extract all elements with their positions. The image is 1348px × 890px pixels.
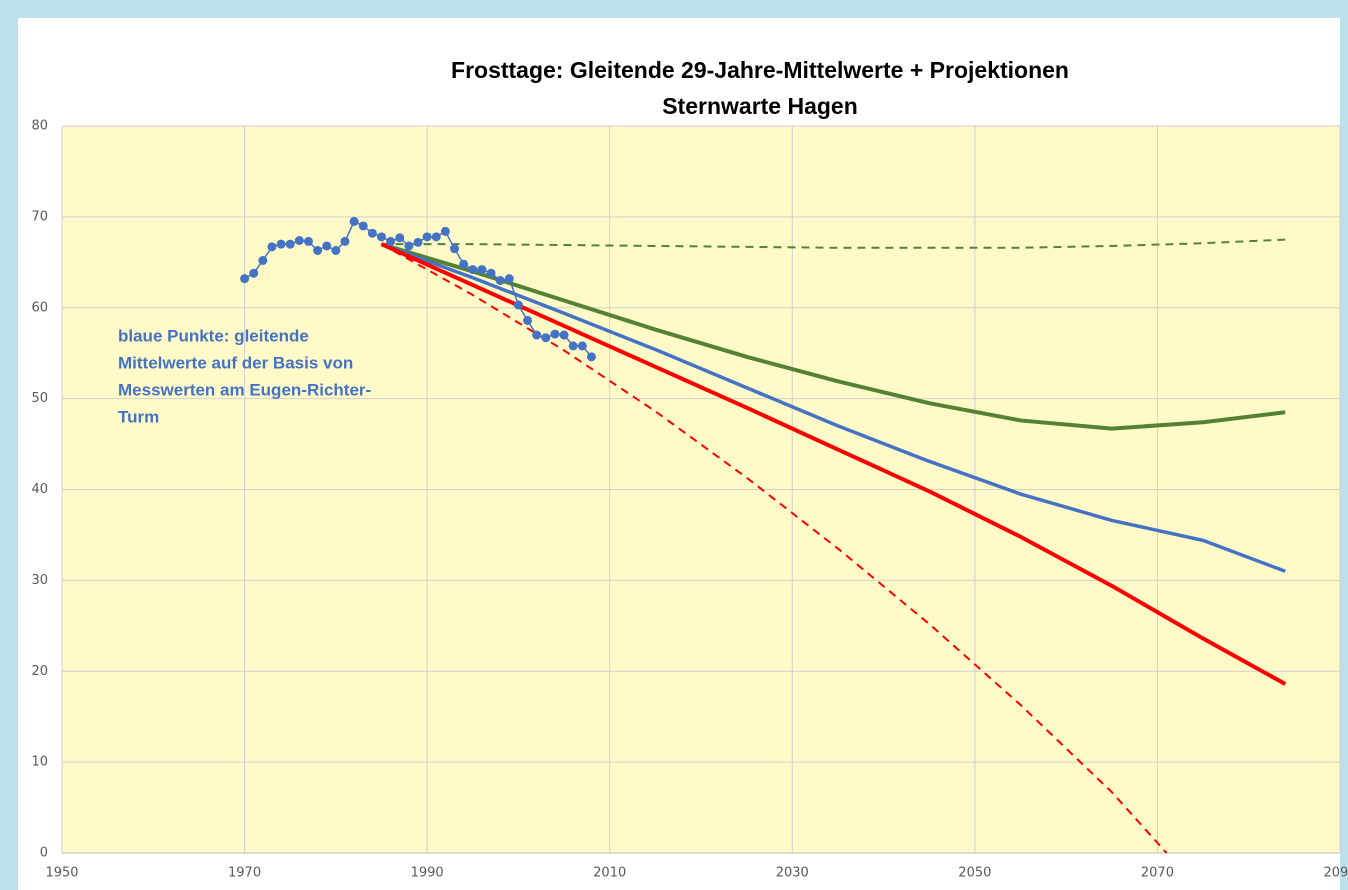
data-point	[550, 329, 560, 339]
data-point	[413, 237, 423, 247]
data-point	[459, 259, 469, 269]
data-point	[386, 236, 396, 246]
data-point	[367, 228, 377, 238]
annotation: blaue Punkte: gleitende	[118, 326, 309, 345]
data-point	[258, 255, 268, 265]
y-tick-label: 20	[31, 664, 48, 679]
data-point	[377, 232, 386, 242]
data-point	[568, 341, 578, 351]
series-line	[381, 238, 1286, 249]
y-tick-label: 30	[31, 573, 48, 588]
chart-title: Frosttage: Gleitende 29-Jahre-Mittelwert…	[451, 57, 1069, 83]
series-line	[380, 242, 1286, 431]
data-point	[559, 330, 569, 340]
y-tick-label: 10	[31, 755, 48, 770]
data-point	[468, 265, 478, 275]
chart-subtitle: Sternwarte Hagen	[662, 93, 858, 119]
data-point	[495, 275, 505, 285]
x-tick-label: 2070	[1141, 866, 1174, 881]
annotation: Messwerten am Eugen-Richter-	[118, 380, 371, 399]
data-point	[586, 352, 596, 362]
lines	[240, 216, 1287, 854]
y-tick-label: 0	[40, 846, 48, 861]
data-point	[422, 232, 432, 242]
series-line	[380, 242, 1287, 686]
grid	[61, 125, 1341, 854]
annotation: Turm	[118, 407, 159, 426]
data-point	[523, 315, 533, 325]
data-point	[358, 221, 368, 231]
data-point	[577, 341, 587, 351]
data-point	[404, 241, 414, 251]
data-point	[486, 268, 496, 278]
data-point	[541, 333, 551, 343]
data-point	[322, 241, 332, 251]
series-line	[380, 242, 1286, 573]
data-point	[431, 232, 441, 242]
data-point	[240, 274, 250, 284]
y-tick-label: 60	[31, 300, 48, 315]
x-tick-label: 1950	[45, 866, 78, 881]
y-tick-label: 50	[31, 391, 48, 406]
data-point	[340, 236, 350, 246]
data-point	[313, 245, 323, 255]
data-point	[303, 236, 313, 246]
series-line	[381, 243, 1168, 854]
data-point	[504, 274, 514, 284]
data-point	[267, 242, 277, 252]
data-point	[276, 239, 286, 249]
data-point	[513, 300, 523, 310]
x-tick-label: 2030	[776, 866, 809, 881]
data-point	[532, 330, 542, 340]
data-point	[477, 265, 487, 275]
data-point	[249, 268, 259, 278]
annotation: Mittelwerte auf der Basis von	[118, 353, 353, 372]
x-tick-label: 1970	[228, 866, 261, 881]
data-point	[331, 245, 341, 255]
data-point	[450, 244, 460, 254]
x-tick-label: 1990	[411, 866, 444, 881]
data-point	[349, 216, 359, 226]
data-point	[395, 233, 405, 243]
y-tick-label: 40	[31, 482, 48, 497]
x-tick-label: 2050	[958, 866, 991, 881]
x-tick-label: 2010	[593, 866, 626, 881]
data-point	[294, 236, 304, 246]
y-tick-label: 70	[31, 209, 48, 224]
x-tick-label: 2090	[1323, 866, 1348, 881]
data-point	[285, 239, 295, 249]
data-point	[440, 226, 450, 236]
y-tick-label: 80	[31, 119, 48, 134]
